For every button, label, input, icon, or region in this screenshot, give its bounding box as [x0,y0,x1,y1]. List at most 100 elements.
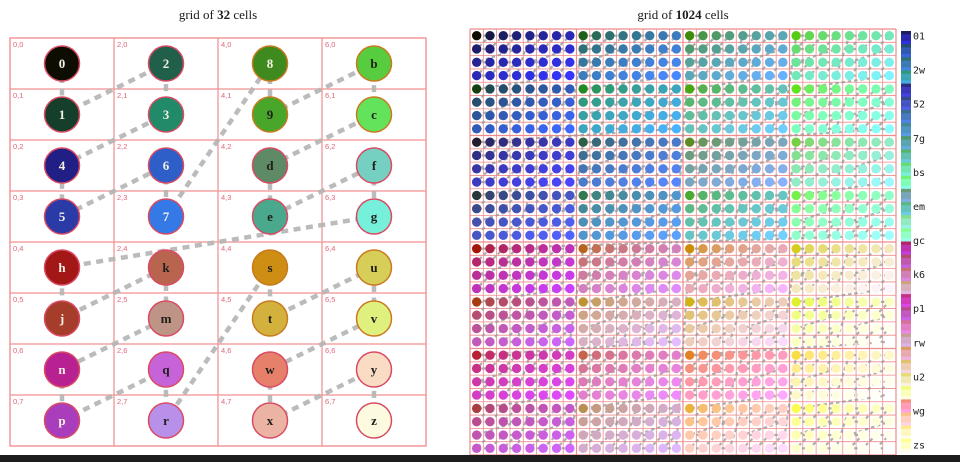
grid-dot [724,270,735,280]
grid-dot [778,297,788,307]
node-circle-z [355,402,393,439]
grid-dot [738,190,748,201]
grid-dot [884,283,895,294]
grid-dot [884,124,895,134]
grid-dot [578,57,588,67]
grid-dot [631,417,642,427]
node-circle-u [355,249,393,286]
grid-dot [591,243,602,254]
grid-dot [818,124,828,134]
grid-dot [698,110,708,121]
grid-dot [485,257,495,267]
grid-dot [858,337,868,347]
colorbar-swatch [901,234,911,239]
grid-dot [485,377,495,387]
grid-dot [831,124,841,134]
grid-dot [631,310,642,320]
grid-dot [698,430,708,440]
grid-dot [671,57,682,67]
grid-dot [471,377,482,387]
left-title-count: 32 [217,7,231,22]
node-circle-m [147,300,185,337]
grid-dot [511,297,522,307]
grid-dot [631,84,642,94]
grid-dot [578,443,588,454]
grid-dot [818,377,828,387]
grid-dot [538,443,548,454]
grid-dot [618,57,628,67]
node-label-x: x [267,413,274,428]
colorbar-swatch [901,70,911,75]
cell-coord-label: 6,7 [325,397,335,406]
grid-dot [738,417,748,427]
grid-dot [485,177,495,187]
grid-dot [605,177,615,187]
grid-dot [858,57,868,67]
grid-dot [751,257,761,267]
grid-dot [871,270,881,280]
grid-dot [778,30,788,41]
cell-coord-label: 2,5 [117,295,127,304]
grid-dot [751,70,761,81]
grid-dot [804,230,815,241]
grid-dot [818,110,828,121]
node-label-m: m [161,311,172,326]
grid-dot [605,350,615,360]
grid-dot [804,177,815,187]
grid-dot [791,110,801,121]
grid-dot [618,70,628,81]
grid-dot [658,137,668,147]
colorbar-swatch [901,382,911,387]
grid-dot [831,204,841,214]
grid-dot [724,110,735,121]
grid-dot [671,137,682,147]
colorbar-swatch [901,412,911,417]
node-circle-x [251,402,289,439]
grid-dot [724,230,735,241]
node-label-v: v [371,311,378,326]
grid-dot [738,230,748,241]
grid-dot [698,350,708,360]
grid-dot [751,337,761,347]
node-circle-6 [147,147,185,184]
grid-dot [578,350,588,360]
grid-dot [591,57,602,67]
grid-dot [791,97,801,107]
grid-dot [858,137,868,147]
grid-dot [471,403,482,414]
grid-dot [711,417,721,427]
grid-dot [578,44,588,54]
grid-dot [618,137,628,147]
node-label-q: q [162,362,170,377]
grid-dot [831,137,841,147]
colorbar-swatch [901,442,911,446]
grid-dot [844,270,855,280]
grid-dot [858,443,868,454]
grid-dot [738,217,748,227]
grid-dot [525,270,535,280]
grid-dot [498,390,508,400]
grid-dot [711,297,721,307]
grid-dot [698,417,708,427]
grid-dot [831,257,841,267]
grid-dot [671,84,682,94]
grid-dot [658,377,668,387]
grid-dot [751,417,761,427]
grid-dot [645,390,655,400]
grid-dot [471,270,482,280]
node-label-1: 1 [59,107,66,122]
grid-dot [818,350,828,360]
grid-dot [578,30,588,41]
grid-dot [591,70,602,81]
grid-dot [858,243,868,254]
colorbar-swatch [901,422,911,427]
grid-dot [498,110,508,121]
grid-dot [764,417,775,427]
grid-dot [751,177,761,187]
grid-dot [778,323,788,334]
grid-dot [551,270,562,280]
grid-dot [618,164,628,174]
grid-dot [738,97,748,107]
grid-dot [804,217,815,227]
colorbar-swatch [901,123,911,127]
